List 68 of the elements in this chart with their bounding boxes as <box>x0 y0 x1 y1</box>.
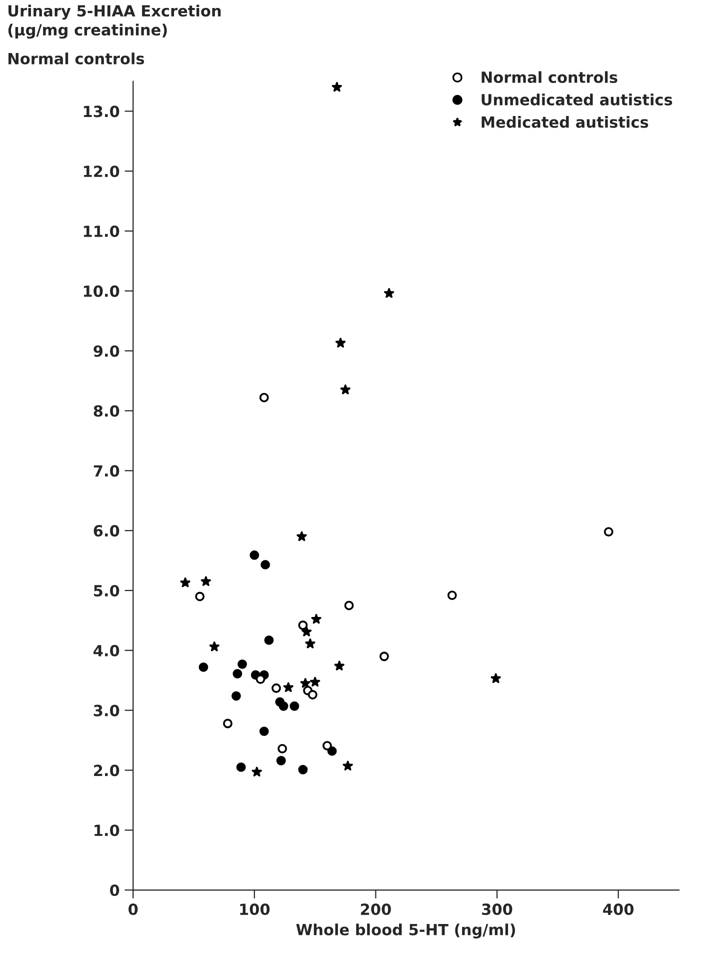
point <box>310 676 320 687</box>
point <box>447 590 457 600</box>
y-tick-label: 10.0 <box>84 285 120 297</box>
y-tick-label: 2.0 <box>94 764 120 776</box>
y-tick-label: 3.0 <box>94 704 120 716</box>
text: Normal controls <box>8 52 144 64</box>
x-tick-label: 300 <box>482 904 512 916</box>
legend-label: Medicated autistics <box>482 116 648 128</box>
point <box>305 638 316 648</box>
point <box>200 576 211 586</box>
point <box>223 718 232 728</box>
x-tick-label: 0 <box>128 904 138 916</box>
x-tick-label: 200 <box>360 904 391 916</box>
point <box>232 691 241 701</box>
point <box>259 726 269 736</box>
point <box>260 560 270 570</box>
point <box>335 338 346 348</box>
point <box>332 82 342 92</box>
point <box>296 531 307 542</box>
y-tick-label: 0 <box>110 884 120 896</box>
point <box>236 762 246 772</box>
point <box>272 683 281 693</box>
point <box>344 600 354 610</box>
point <box>264 636 274 645</box>
point <box>290 701 300 711</box>
y-tick-label: 8.0 <box>94 405 120 417</box>
y-tick-label: 1.0 <box>94 824 120 836</box>
point <box>322 740 332 750</box>
point <box>298 764 308 774</box>
x-tick-label: 100 <box>240 904 270 916</box>
legend-label: Unmedicated autistics <box>482 94 672 106</box>
point <box>340 384 350 394</box>
point <box>180 577 190 588</box>
y-tick-label: 12.0 <box>84 166 120 178</box>
point <box>195 592 205 602</box>
point <box>283 682 294 692</box>
point <box>252 766 262 776</box>
point <box>232 669 242 678</box>
y-tick-label: 7.0 <box>94 465 120 477</box>
point <box>278 701 288 711</box>
y-axis-title: Urinary 5-HIAA Excretion (µg/mg creatinine) <box>8 4 221 39</box>
y-tick-label: 11.0 <box>84 226 120 238</box>
point <box>259 392 269 402</box>
x-axis-title: Whole blood 5-HT (ng/ml) <box>296 924 516 938</box>
x-tick-label: 400 <box>603 904 634 916</box>
y-tick-label: 13.0 <box>84 106 120 118</box>
point <box>209 642 220 652</box>
point <box>379 652 389 662</box>
point <box>278 744 288 754</box>
point <box>311 614 322 624</box>
point <box>334 660 344 670</box>
y-tick-label: 6.0 <box>94 525 120 537</box>
point <box>604 527 614 536</box>
legend-label: Normal controls <box>482 71 618 84</box>
point <box>250 550 260 560</box>
point <box>238 659 247 669</box>
point <box>300 678 310 688</box>
y-tick-label: 5.0 <box>94 584 120 597</box>
y-tick-label: 9.0 <box>94 345 120 357</box>
point <box>198 662 208 672</box>
y-tick-label: 4.0 <box>94 644 120 656</box>
point <box>342 760 353 770</box>
point <box>276 756 286 766</box>
point <box>308 690 318 700</box>
point <box>384 288 394 298</box>
point <box>490 673 501 684</box>
point <box>298 620 308 630</box>
point <box>301 626 312 636</box>
